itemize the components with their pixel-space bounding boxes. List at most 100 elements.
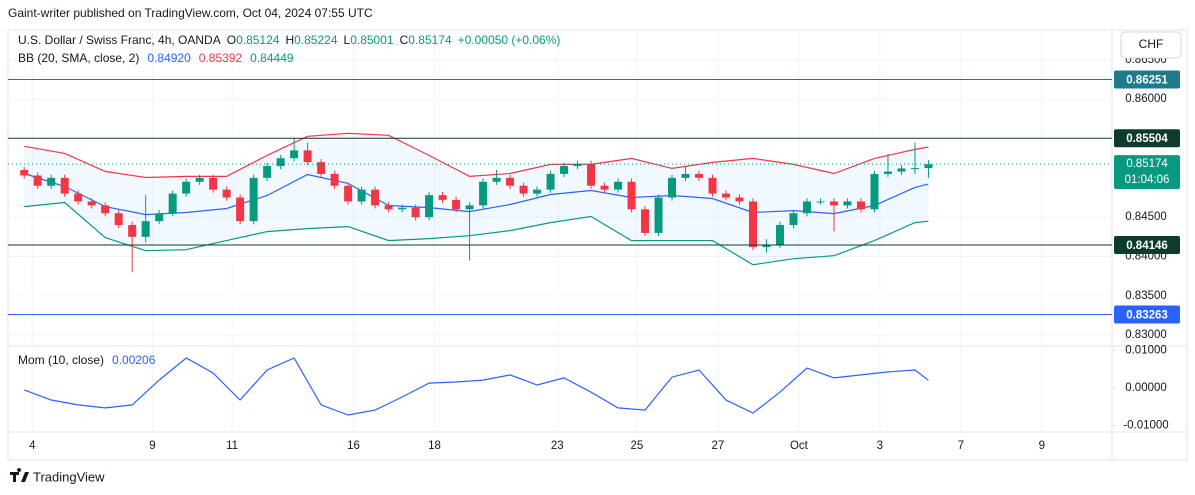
o-value: 0.85124 (236, 33, 280, 47)
candle-body (101, 205, 110, 214)
candle-body (263, 166, 272, 178)
candle-body (452, 199, 461, 210)
candle-body (546, 173, 555, 190)
h-key: H (285, 33, 294, 47)
legend-ohlc: U.S. Dollar / Swiss Franc, 4h, OANDA O0.8… (18, 33, 560, 47)
candle-body (371, 189, 380, 206)
publish-line: Gaint-writer published on TradingView.co… (8, 6, 373, 20)
x-tick-label: 18 (428, 440, 441, 452)
candle-body (775, 225, 784, 245)
symbol: U.S. Dollar / Swiss Franc, 4h, OANDA (18, 33, 221, 47)
series-line (24, 132, 929, 179)
x-tick-label: 11 (226, 440, 238, 452)
candle-body (398, 207, 407, 210)
bb-middle: 0.84920 (147, 51, 191, 65)
candle-body (47, 177, 56, 186)
plot (8, 78, 1112, 416)
x-tick-label: 27 (712, 440, 725, 452)
candle-body (114, 213, 123, 226)
candle-body (506, 177, 515, 186)
candle-body (492, 177, 501, 182)
bb-lower: 0.84449 (250, 51, 294, 65)
series-line (24, 172, 929, 216)
bb-label: BB (20, SMA, close, 2) (18, 51, 139, 65)
button-label[interactable]: CHF (1139, 37, 1164, 51)
y-tick-label: 0.83500 (1125, 290, 1167, 302)
candle-body (438, 195, 447, 200)
mom-label: Mom (10, close) (18, 353, 104, 367)
x-tick-label: 23 (551, 440, 564, 452)
y-tick-label: 0.86000 (1125, 93, 1167, 105)
candle-body (924, 164, 933, 169)
y-tick-label: 0.00000 (1125, 382, 1167, 394)
candle-body (411, 207, 420, 218)
candle-body (641, 209, 650, 233)
candle-body (870, 173, 879, 210)
candle-body (465, 205, 474, 210)
candle-body (735, 197, 744, 202)
candle-body (20, 169, 29, 176)
candle-body (141, 221, 150, 237)
candle-body (290, 150, 299, 159)
legend-mom: Mom (10, close) 0.00206 (18, 353, 156, 367)
price-tag-label: 0.86251 (1126, 74, 1168, 86)
y-tick-label: 0.01000 (1125, 345, 1167, 357)
candle-body (425, 195, 434, 218)
candle-body (357, 189, 366, 202)
candle-body (209, 177, 218, 190)
mom-value: 0.00206 (112, 353, 156, 367)
candle-body (897, 168, 906, 172)
o-key: O (227, 33, 236, 47)
price-tag-label: 0.85504 (1126, 133, 1168, 145)
candle-body (195, 177, 204, 182)
candle-body (519, 185, 528, 194)
x-tick-label: 9 (1039, 440, 1045, 452)
candle-body (60, 177, 69, 194)
candle-body (816, 201, 825, 203)
candle-body (479, 181, 488, 206)
candle-body (695, 173, 704, 178)
candle-body (708, 177, 717, 194)
candle-body (654, 197, 663, 233)
brand: TradingView (10, 468, 105, 484)
symbol-button[interactable]: CHF (1120, 31, 1182, 59)
price-tag (1114, 129, 1180, 148)
band-fill (24, 133, 929, 265)
candle-body (533, 189, 542, 194)
candle-body (33, 175, 42, 186)
price-tag (1114, 236, 1180, 255)
candle-body (330, 173, 339, 186)
candle-body (802, 201, 811, 214)
candle-body (74, 193, 83, 202)
candle-body (303, 150, 312, 163)
legend-bb: BB (20, SMA, close, 2) 0.84920 0.85392 0.84… (18, 51, 294, 65)
price-tag-label: 0.84146 (1126, 240, 1168, 252)
candle-body (182, 181, 191, 194)
price-tag (1114, 305, 1180, 324)
x-tick-label: 4 (29, 440, 36, 452)
grid: 0.865000.860000.845000.840000.835000.830… (8, 30, 1169, 432)
candle-body (600, 185, 609, 190)
countdown: 01:04:06 (1125, 174, 1170, 186)
brand-logo (10, 468, 29, 482)
candle-body (789, 213, 798, 226)
brand-name: TradingView (33, 469, 105, 484)
candle-body (560, 166, 569, 174)
candle-body (722, 193, 731, 198)
button-frame[interactable] (1120, 31, 1182, 59)
candle-body (883, 171, 892, 174)
candle-body (856, 201, 865, 210)
price-tag-label: 0.83263 (1126, 309, 1168, 321)
candle-body (222, 189, 231, 198)
candle-body (317, 162, 326, 174)
x-tick-label: 16 (347, 440, 360, 452)
candle-body (668, 177, 677, 198)
y-tick-label: 0.84500 (1125, 211, 1167, 223)
candle-body (843, 201, 852, 206)
candle-body (249, 177, 258, 222)
l-key: L (344, 33, 351, 47)
c-value: 0.85174 (408, 33, 452, 47)
last-price-tag (1114, 155, 1180, 190)
